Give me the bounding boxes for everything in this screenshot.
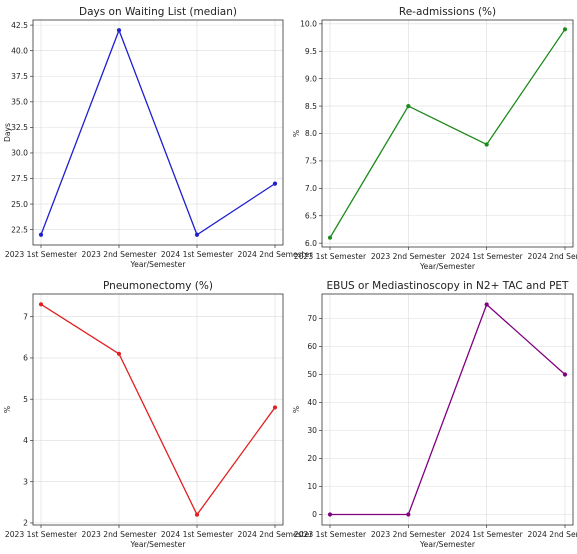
x-tick-label: 2024 1st Semester <box>161 530 234 539</box>
y-tick-label: 6 <box>23 354 28 363</box>
x-tick-label: 2024 1st Semester <box>161 250 234 259</box>
data-point <box>38 232 44 237</box>
data-point <box>406 512 411 517</box>
plot-frame <box>321 293 574 526</box>
y-tick-label: 37.5 <box>11 72 28 81</box>
y-tick-label: 9.0 <box>305 74 317 83</box>
y-tick-label: 3 <box>23 477 28 486</box>
y-tick-label: 40 <box>307 398 317 407</box>
series-line <box>329 28 566 239</box>
x-axis-title: Year/Semester <box>419 540 476 549</box>
data-point <box>562 372 568 377</box>
y-tick-label: 4 <box>23 436 28 445</box>
y-tick-label: 7.0 <box>305 184 317 193</box>
y-tick-label: 7 <box>23 312 28 321</box>
y-tick-label: 25.0 <box>11 200 28 209</box>
y-tick-label: 50 <box>307 370 317 379</box>
data-point <box>406 103 411 109</box>
data-point <box>116 28 122 33</box>
x-tick-label: 2024 1st Semester <box>451 530 524 539</box>
plot-frame <box>321 19 574 248</box>
y-axis-title: Days <box>3 123 12 142</box>
y-tick-label: 8.0 <box>305 129 317 138</box>
series-line <box>40 28 276 236</box>
series-line <box>40 303 276 516</box>
x-tick-label: 2023 1st Semester <box>5 250 78 259</box>
y-tick-label: 20 <box>307 454 317 463</box>
x-tick-label: 2023 1st Semester <box>294 252 367 261</box>
data-point <box>272 405 278 410</box>
data-point <box>38 302 44 307</box>
plot-frame <box>32 19 284 246</box>
y-tick-label: 10 <box>307 482 317 491</box>
chart-title: Pneumonectomy (%) <box>103 280 213 292</box>
x-tick-label: 2024 2nd Semester <box>238 250 314 259</box>
chart-panel-2: 6.0 6.5 7.0 7.5 8.0 8.5 9.0 9.5 10.0 2023 1st Sem… <box>292 6 577 271</box>
y-tick-label: 30 <box>307 426 317 435</box>
y-tick-label: 40.0 <box>11 46 28 55</box>
y-tick-label: 35.0 <box>11 98 28 107</box>
y-tick-label: 30.0 <box>11 149 28 158</box>
data-point <box>327 235 333 240</box>
y-tick-label: 5 <box>23 395 28 404</box>
x-tick-label: 2024 1st Semester <box>451 252 524 261</box>
y-tick-label: 7.5 <box>305 157 317 166</box>
data-point <box>194 232 200 237</box>
data-point <box>484 302 489 307</box>
data-point <box>484 142 489 147</box>
y-tick-label: 2 <box>23 519 28 528</box>
y-axis-title: % <box>292 130 301 137</box>
x-tick-label: 2024 2nd Semester <box>528 252 577 261</box>
x-tick-label: 2024 2nd Semester <box>238 530 314 539</box>
y-tick-label: 8.5 <box>305 102 317 111</box>
y-tick-label: 27.5 <box>11 174 28 183</box>
y-tick-label: 9.5 <box>305 47 317 56</box>
y-tick-label: 0 <box>312 510 317 519</box>
y-tick-label: 42.5 <box>11 21 28 30</box>
chart-title: Re-admissions (%) <box>399 6 496 18</box>
y-tick-label: 32.5 <box>11 123 28 132</box>
y-axis-title: % <box>3 406 12 413</box>
x-axis-title: Year/Semester <box>130 260 187 269</box>
x-tick-label: 2024 2nd Semester <box>528 530 577 539</box>
data-point <box>272 181 278 186</box>
y-axis-title: % <box>292 406 301 413</box>
plot-frame <box>32 293 284 526</box>
data-point <box>562 27 568 32</box>
y-tick-label: 60 <box>307 342 317 351</box>
y-tick-label: 10.0 <box>300 20 317 29</box>
x-axis-title: Year/Semester <box>419 262 476 271</box>
x-tick-label: 2023 2nd Semester <box>82 530 158 539</box>
chart-panel-1: 22.5 25.0 27.5 30.0 32.5 35.0 37.5 40.0 42.5 2023… <box>3 6 313 269</box>
y-tick-label: 70 <box>307 314 317 323</box>
data-point <box>116 351 122 356</box>
x-axis-title: Year/Semester <box>130 540 187 549</box>
data-point <box>327 512 333 517</box>
y-tick-label: 6.5 <box>305 211 317 220</box>
x-tick-label: 2023 2nd Semester <box>371 530 447 539</box>
y-tick-label: 22.5 <box>11 225 28 234</box>
x-tick-label: 2023 2nd Semester <box>82 250 158 259</box>
chart-panel-3: 2 3 4 5 6 7 2023 1st Semester 2023 2nd Semester… <box>3 280 313 549</box>
chart-title: EBUS or Mediastinoscopy in N2+ TAC and P… <box>327 280 570 292</box>
series-line <box>330 303 566 516</box>
y-tick-label: 6.0 <box>305 239 317 248</box>
x-tick-label: 2023 1st Semester <box>5 530 78 539</box>
x-tick-label: 2023 1st Semester <box>294 530 367 539</box>
x-tick-label: 2023 2nd Semester <box>371 252 447 261</box>
data-point <box>194 512 200 517</box>
chart-panel-4: 0 10 20 30 40 50 60 70 2023 1st Semester 2023 2nd… <box>292 280 577 549</box>
chart-title: Days on Waiting List (median) <box>79 6 237 18</box>
